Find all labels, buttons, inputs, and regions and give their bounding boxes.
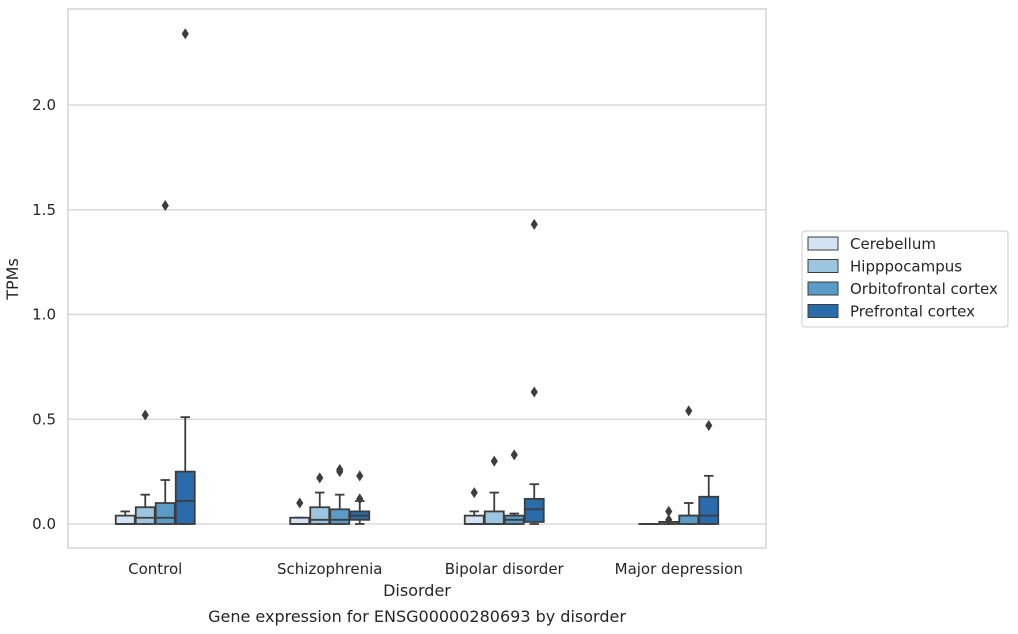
box-1-1 <box>309 491 331 525</box>
box-iqr <box>329 508 351 525</box>
box-iqr <box>134 506 156 525</box>
legend-swatch <box>807 236 839 251</box>
grid-lines <box>68 104 766 525</box>
box-iqr <box>309 506 331 525</box>
box-iqr <box>174 470 196 525</box>
x-tick-labels: Control Schizophrenia Bipolar disorder Majo… <box>128 560 743 578</box>
box-iqr <box>698 495 720 525</box>
outlier-point <box>665 514 673 526</box>
box-2-2 <box>503 512 525 525</box>
y-tick-label: 0.0 <box>32 515 56 533</box>
outlier-point <box>161 200 169 212</box>
legend-swatch <box>807 259 839 273</box>
outlier-point <box>665 505 673 517</box>
outlier-point <box>490 455 498 467</box>
box-2-3 <box>678 502 700 525</box>
outlier-point <box>141 409 149 421</box>
x-tick-label: Control <box>128 560 182 578</box>
outlier-point <box>356 493 364 505</box>
outlier-point <box>510 449 518 461</box>
chart-caption: Gene expression for ENSG00000280693 by d… <box>208 607 626 626</box>
box-iqr <box>114 514 136 525</box>
box-1-0 <box>134 493 156 525</box>
box-iqr <box>154 502 176 525</box>
legend-swatch <box>807 304 839 318</box>
outlier-point <box>685 405 693 417</box>
outlier-point <box>530 386 538 398</box>
legend-label: Hipppocampus <box>850 258 962 276</box>
legend-label: Cerebellum <box>850 235 936 253</box>
y-tick-label: 1.5 <box>32 201 56 219</box>
legend: Cerebellum Hipppocampus Orbitofrontal cort… <box>801 230 1009 328</box>
x-tick-label: Major depression <box>615 560 743 578</box>
box-1-2 <box>483 491 505 525</box>
legend-label: Orbitofrontal cortex <box>850 280 998 298</box>
y-tick-label: 1.0 <box>32 306 56 324</box>
legend-frame <box>801 230 1009 328</box>
outlier-point <box>356 470 364 482</box>
plot-frame <box>67 8 767 549</box>
outlier-point <box>470 487 478 499</box>
box-iqr <box>483 510 505 525</box>
x-tick-label: Bipolar disorder <box>445 560 565 578</box>
box-0-1 <box>289 516 311 525</box>
legend-swatch <box>807 281 839 296</box>
box-groups <box>114 416 720 525</box>
box-0-0 <box>114 510 136 525</box>
y-axis-title: TPMs <box>3 258 22 301</box>
box-iqr <box>289 516 311 525</box>
outlier-point <box>316 472 324 484</box>
y-tick-label: 2.0 <box>32 96 56 114</box>
box-iqr <box>463 514 485 525</box>
y-tick-labels: 0.0 0.5 1.0 1.5 2.0 <box>32 96 56 533</box>
outlier-point <box>336 464 344 476</box>
box-iqr <box>523 497 545 523</box>
box-0-2 <box>463 510 485 525</box>
legend-label: Prefrontal cortex <box>850 303 975 321</box>
outlier-point <box>705 420 713 432</box>
x-tick-label: Schizophrenia <box>277 560 382 578</box>
box-2-0 <box>154 479 176 525</box>
box-3-2 <box>523 483 545 525</box>
outlier-point <box>296 497 304 509</box>
box-3-1 <box>349 500 371 525</box>
box-iqr <box>678 514 700 525</box>
box-2-1 <box>329 493 351 525</box>
x-axis-title: Disorder <box>383 581 451 600</box>
outlier-point <box>181 28 189 40</box>
box-3-3 <box>698 474 720 525</box>
box-3-0 <box>174 416 196 525</box>
outlier-point <box>530 218 538 230</box>
y-tick-label: 0.5 <box>32 410 56 428</box>
outlier-markers <box>141 28 713 526</box>
